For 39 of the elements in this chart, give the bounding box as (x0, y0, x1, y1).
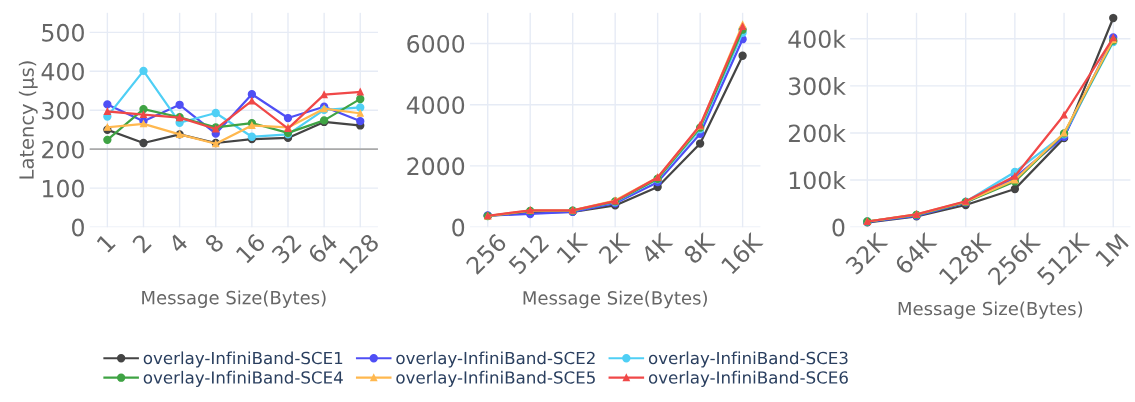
x-tick-label: 128 (338, 232, 380, 275)
x-tick-label: 32 (270, 233, 302, 265)
y-tick-label: 100k (789, 171, 846, 190)
x-tick-label: 2K (597, 231, 631, 265)
legend-label: overlay-InfiniBand-SCE3 (648, 351, 848, 368)
x-tick-label: 8K (682, 231, 717, 265)
x-tick-label: 64 (306, 232, 339, 265)
y-tick-label: 200 (42, 140, 84, 159)
x-tick-label: 4 (167, 232, 189, 254)
y-tick-label: 100 (43, 179, 84, 198)
y-tick-label: 400k (788, 29, 846, 49)
x-tick-label: 8 (203, 232, 225, 254)
x-tick-label: 2 (131, 233, 152, 254)
y-tick-label: 0 (72, 218, 84, 237)
x-axis-title: Message Size(Bytes) (142, 290, 326, 308)
y-tick-label: 400 (41, 62, 84, 81)
x-axis-title: Message Size(Bytes) (523, 290, 707, 309)
x-tick-label: 16 (235, 232, 267, 264)
y-axis-title: Latency (µs) (18, 61, 38, 179)
x-tick-label: 1M (1095, 233, 1129, 268)
legend-label: overlay-InfiniBand-SCE4 (143, 370, 343, 387)
y-tick-label: 300 (42, 101, 84, 120)
legend-label: overlay-InfiniBand-SCE1 (143, 351, 343, 368)
x-tick-label: 4K (640, 231, 674, 265)
legend-label: overlay-InfiniBand-SCE5 (396, 370, 595, 387)
y-tick-label: 0 (832, 218, 845, 237)
legend-label: overlay-InfiniBand-SCE2 (396, 351, 595, 368)
y-tick-label: 200k (788, 123, 846, 143)
legend-label: overlay-InfiniBand-SCE6 (648, 370, 848, 387)
y-tick-label: 4000 (406, 96, 465, 114)
y-tick-label: 6000 (407, 34, 465, 53)
y-tick-label: 2000 (407, 157, 465, 176)
y-tick-label: 0 (452, 218, 465, 237)
y-tick-label: 500 (42, 23, 84, 42)
x-tick-label: 512 (507, 233, 550, 275)
x-tick-label: 1 (96, 233, 116, 253)
x-tick-label: 1K (556, 231, 589, 264)
x-axis-title: Message Size(Bytes) (898, 301, 1083, 319)
y-tick-label: 300k (789, 76, 846, 96)
